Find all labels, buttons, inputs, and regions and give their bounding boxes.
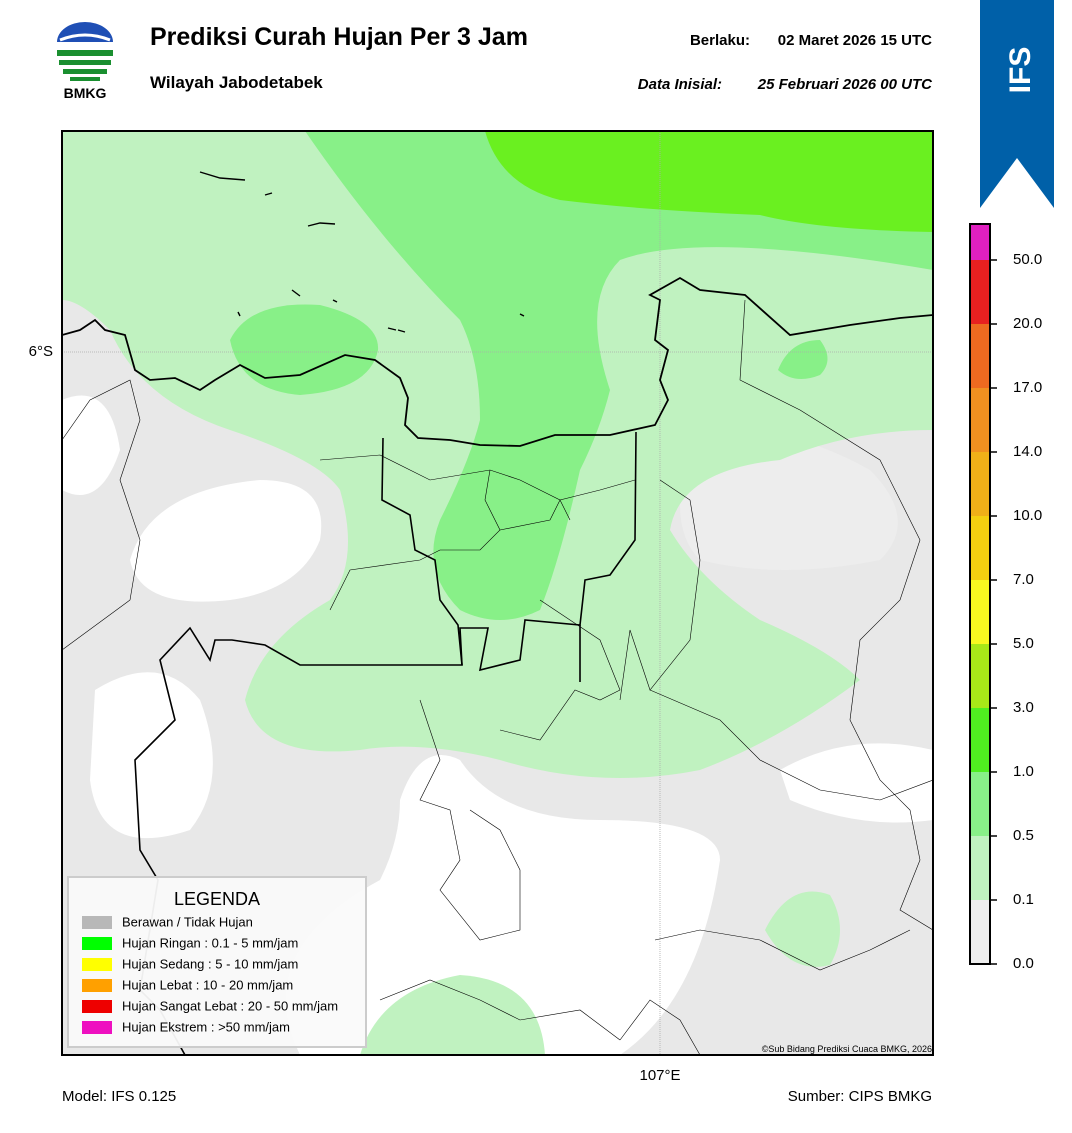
colorbar-segment bbox=[970, 388, 990, 452]
colorbar-segment bbox=[970, 324, 990, 388]
colorbar-label: 0.0 bbox=[1013, 955, 1034, 972]
colorbar-segment bbox=[970, 516, 990, 580]
ifs-badge: IFS bbox=[980, 0, 1054, 208]
legend-swatch bbox=[82, 937, 112, 950]
colorbar-segment bbox=[970, 772, 990, 836]
valid-label: Berlaku: bbox=[690, 32, 750, 49]
bmkg-logo: BMKG bbox=[57, 22, 113, 101]
colorbar-frame bbox=[969, 223, 991, 965]
colorbar-label: 0.1 bbox=[1013, 891, 1034, 908]
colorbar-segment bbox=[970, 900, 990, 964]
colorbar-segment bbox=[970, 452, 990, 516]
colorbar-segment bbox=[970, 260, 990, 324]
lon-label: 107°E bbox=[639, 1067, 680, 1084]
colorbar-label: 20.0 bbox=[1013, 315, 1042, 332]
legend-swatch bbox=[82, 1021, 112, 1034]
colorbar-label: 5.0 bbox=[1013, 635, 1034, 652]
colorbar-segment bbox=[970, 580, 990, 644]
legend-item: Hujan Sedang : 5 - 10 mm/jam bbox=[122, 956, 298, 971]
colorbar-segment bbox=[970, 224, 990, 260]
footer-source: Sumber: CIPS BMKG bbox=[788, 1088, 932, 1105]
legend-item: Hujan Sangat Lebat : 20 - 50 mm/jam bbox=[122, 998, 338, 1013]
valid-time: 02 Maret 2026 15 UTC bbox=[778, 32, 932, 49]
legend-item: Hujan Ekstrem : >50 mm/jam bbox=[122, 1019, 290, 1034]
legend-item: Berawan / Tidak Hujan bbox=[122, 914, 253, 929]
subtitle: Wilayah Jabodetabek bbox=[150, 73, 323, 92]
colorbar-label: 10.0 bbox=[1013, 507, 1042, 524]
colorbar: 0.0 0.1 0.5 1.0 3.0 5.0 7.0 10.0 14.0 17.0 20.0 50.… bbox=[969, 223, 1042, 972]
colorbar-label: 0.5 bbox=[1013, 827, 1034, 844]
lat-label: 6°S bbox=[29, 343, 53, 360]
colorbar-label: 14.0 bbox=[1013, 443, 1042, 460]
colorbar-label: 17.0 bbox=[1013, 379, 1042, 396]
legend-swatch bbox=[82, 958, 112, 971]
colorbar-segment bbox=[970, 708, 990, 772]
colorbar-segment bbox=[970, 836, 990, 900]
footer-model: Model: IFS 0.125 bbox=[62, 1088, 176, 1105]
init-time: 25 Februari 2026 00 UTC bbox=[757, 76, 933, 93]
logo-text: BMKG bbox=[64, 85, 107, 101]
legend-swatch bbox=[82, 1000, 112, 1013]
legend-title: LEGENDA bbox=[174, 889, 260, 909]
map-frame bbox=[61, 130, 934, 1056]
colorbar-label: 3.0 bbox=[1013, 699, 1034, 716]
map-area: ©Sub Bidang Prediksi Cuaca BMKG, 2026 bbox=[62, 131, 933, 1055]
badge-text: IFS bbox=[1004, 47, 1037, 94]
title: Prediksi Curah Hujan Per 3 Jam bbox=[150, 23, 528, 51]
colorbar-label: 50.0 bbox=[1013, 251, 1042, 268]
init-label: Data Inisial: bbox=[638, 76, 722, 93]
legend-item: Hujan Ringan : 0.1 - 5 mm/jam bbox=[122, 935, 298, 950]
colorbar-segment bbox=[970, 644, 990, 708]
legend-swatch bbox=[82, 979, 112, 992]
legend-item: Hujan Lebat : 10 - 20 mm/jam bbox=[122, 977, 293, 992]
colorbar-label: 1.0 bbox=[1013, 763, 1034, 780]
copyright: ©Sub Bidang Prediksi Cuaca BMKG, 2026 bbox=[762, 1044, 932, 1054]
colorbar-label: 7.0 bbox=[1013, 571, 1034, 588]
legend: LEGENDA Berawan / Tidak Hujan Hujan Ringa… bbox=[67, 876, 367, 1048]
legend-swatch bbox=[82, 916, 112, 929]
